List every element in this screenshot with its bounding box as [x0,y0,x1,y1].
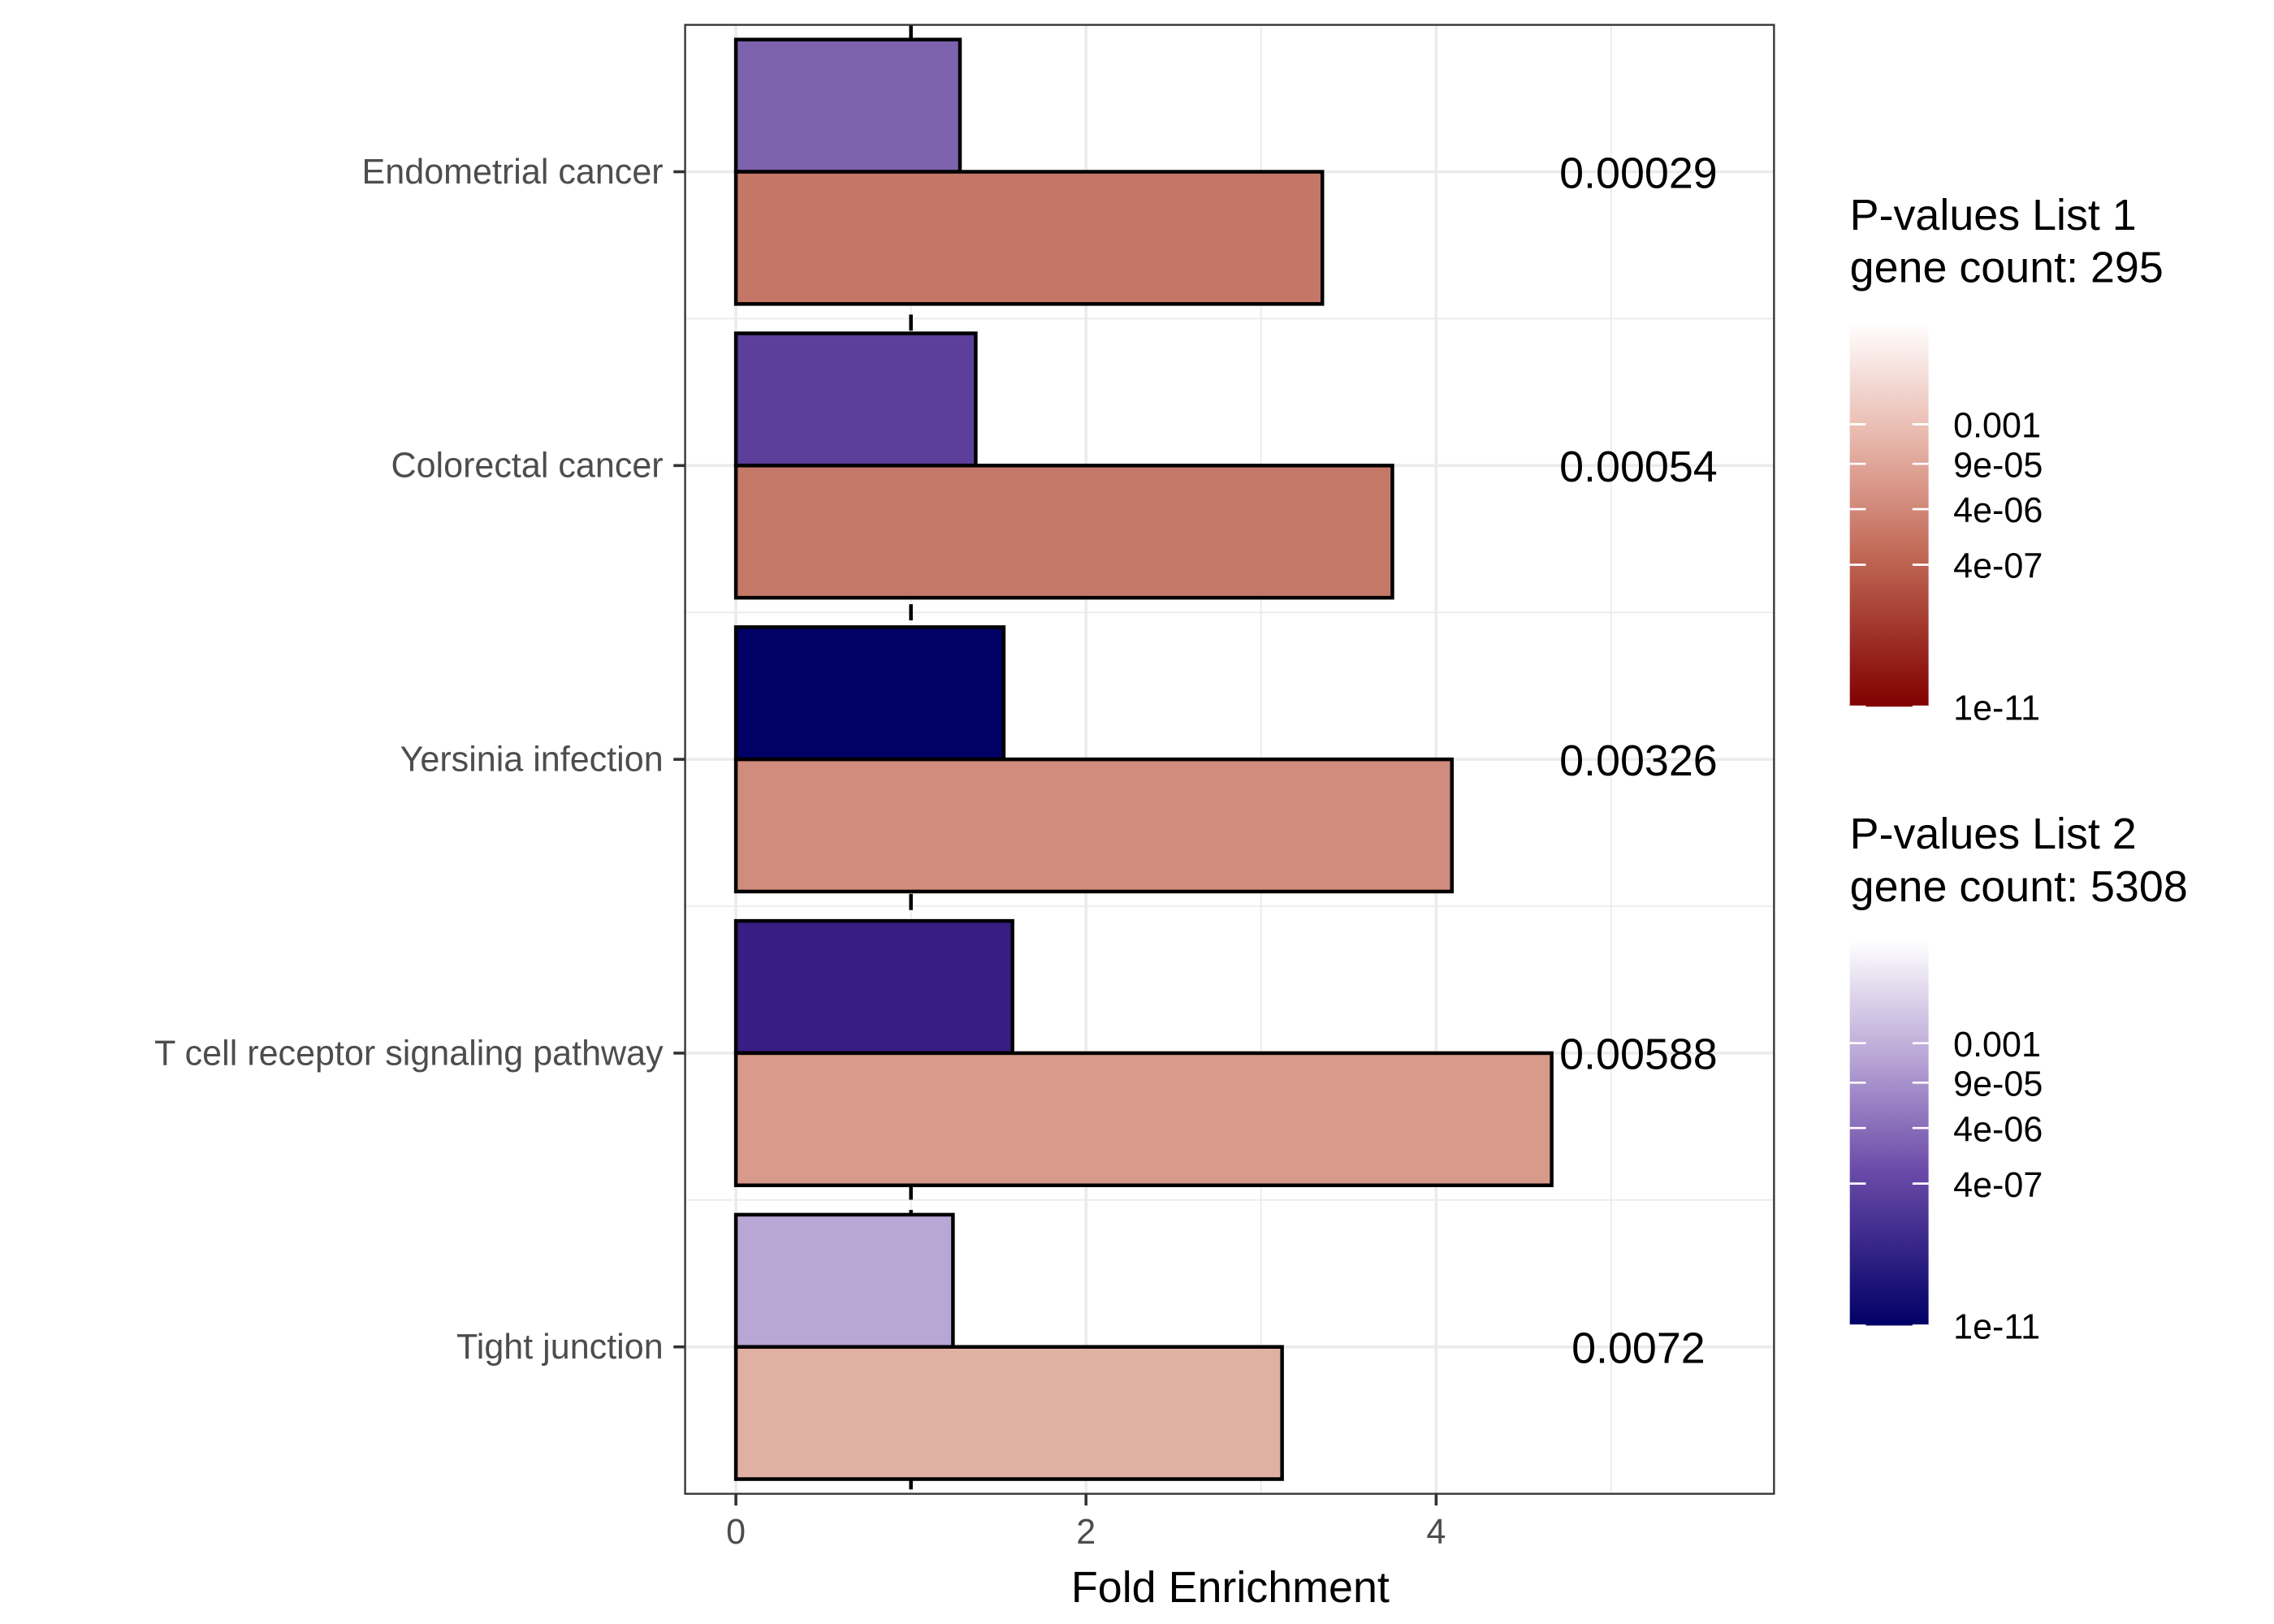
colorbar-label: 0.001 [1953,1026,2041,1065]
category-labels: Endometrial cancer Colorectal cancer Yersi… [154,153,685,1367]
bar-list2 [733,37,962,174]
bar-list2 [733,918,1014,1056]
category-label: Endometrial cancer [362,153,664,192]
legend-subtitle: gene count: 295 [1850,244,2164,292]
x-tick-label: 4 [1426,1513,1446,1552]
colorbar-label: 9e-05 [1953,446,2043,485]
category-label: T cell receptor signaling pathway [154,1034,664,1073]
colorbar-label: 4e-06 [1953,491,2043,530]
colorbar [1849,322,1929,707]
category-label: Tight junction [456,1328,664,1367]
x-axis-ticks: 0 2 4 [726,1493,1446,1552]
p-value-label: 0.00326 [1559,736,1718,785]
bar-list2 [733,625,1006,762]
bar-list1 [733,1345,1284,1481]
p-value-label: 0.00054 [1559,443,1718,491]
x-axis-title: Fold Enrichment [1071,1563,1390,1612]
legend-title: P-values List 1 [1850,191,2137,240]
category-label: Colorectal cancer [391,447,664,486]
colorbar-label: 1e-11 [1953,689,2040,728]
colorbar-label: 0.001 [1953,407,2041,446]
bars [733,37,1554,1481]
x-tick-label: 2 [1076,1513,1096,1552]
legend-title: P-values List 2 [1850,810,2137,858]
legend-subtitle: gene count: 5308 [1850,862,2188,911]
p-value-label: 0.00029 [1559,149,1718,197]
colorbar-label: 1e-11 [1953,1308,2040,1347]
bar-list2 [733,331,978,468]
bar-list1 [733,757,1454,894]
colorbar-label: 4e-06 [1953,1110,2043,1149]
colorbar-label: 4e-07 [1953,1166,2043,1205]
bar-list2 [733,1212,955,1349]
bar-list1 [733,464,1394,600]
p-value-annotations: 0.00029 0.00054 0.00326 0.00588 0.0072 [1559,149,1718,1372]
category-label: Yersinia infection [400,740,664,779]
bar-list1 [733,1051,1554,1187]
colorbar-label: 9e-05 [1953,1065,2043,1104]
colorbar [1849,940,1929,1326]
p-value-label: 0.0072 [1571,1324,1706,1372]
p-value-label: 0.00588 [1559,1030,1718,1079]
x-tick-label: 0 [726,1513,746,1552]
bar-list1 [733,170,1325,306]
colorbar-label: 4e-07 [1953,547,2043,586]
